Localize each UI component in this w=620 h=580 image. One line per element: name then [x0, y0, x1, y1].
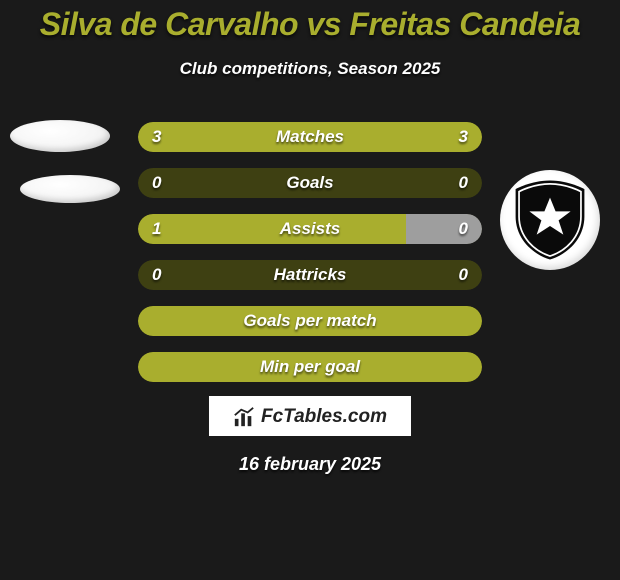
stat-row: Goals0 0: [138, 168, 482, 198]
ellipse-icon: [10, 120, 110, 152]
stat-value-right: 0: [459, 168, 468, 198]
brand-badge: FcTables.com: [209, 396, 411, 436]
stat-label: Matches: [138, 122, 482, 152]
team-left-badge-1: [10, 120, 110, 152]
stat-label: Goals: [138, 168, 482, 198]
stat-label: Hattricks: [138, 260, 482, 290]
team-left-badge-2: [20, 175, 120, 203]
brand-text: FcTables.com: [261, 406, 387, 428]
stat-value-left: 1: [152, 214, 161, 244]
stat-row: Assists1 0: [138, 214, 482, 244]
shield-icon: [500, 170, 600, 270]
team-right-badge: [500, 170, 600, 270]
stat-value-left: 3: [152, 122, 161, 152]
footer-date: 16 february 2025: [0, 454, 620, 475]
stats-container: Matches33Goals00Assists10Hattricks00Goal…: [138, 122, 482, 398]
stat-label: Goals per match: [138, 306, 482, 336]
stat-value-right: 0: [459, 260, 468, 290]
page-subtitle: Club competitions, Season 2025: [0, 59, 620, 79]
stat-row: Matches3 3: [138, 122, 482, 152]
stat-label: Assists: [138, 214, 482, 244]
stat-row: Goals per match: [138, 306, 482, 336]
stat-row: Hattricks0 0: [138, 260, 482, 290]
ellipse-icon: [20, 175, 120, 203]
stat-value-left: 0: [152, 168, 161, 198]
stat-value-left: 0: [152, 260, 161, 290]
stat-label: Min per goal: [138, 352, 482, 382]
stat-value-right: 3: [459, 122, 468, 152]
stat-row: Min per goal: [138, 352, 482, 382]
chart-icon: [233, 406, 255, 428]
page-title: Silva de Carvalho vs Freitas Candeia: [0, 0, 620, 43]
stat-value-right: 0: [459, 214, 468, 244]
